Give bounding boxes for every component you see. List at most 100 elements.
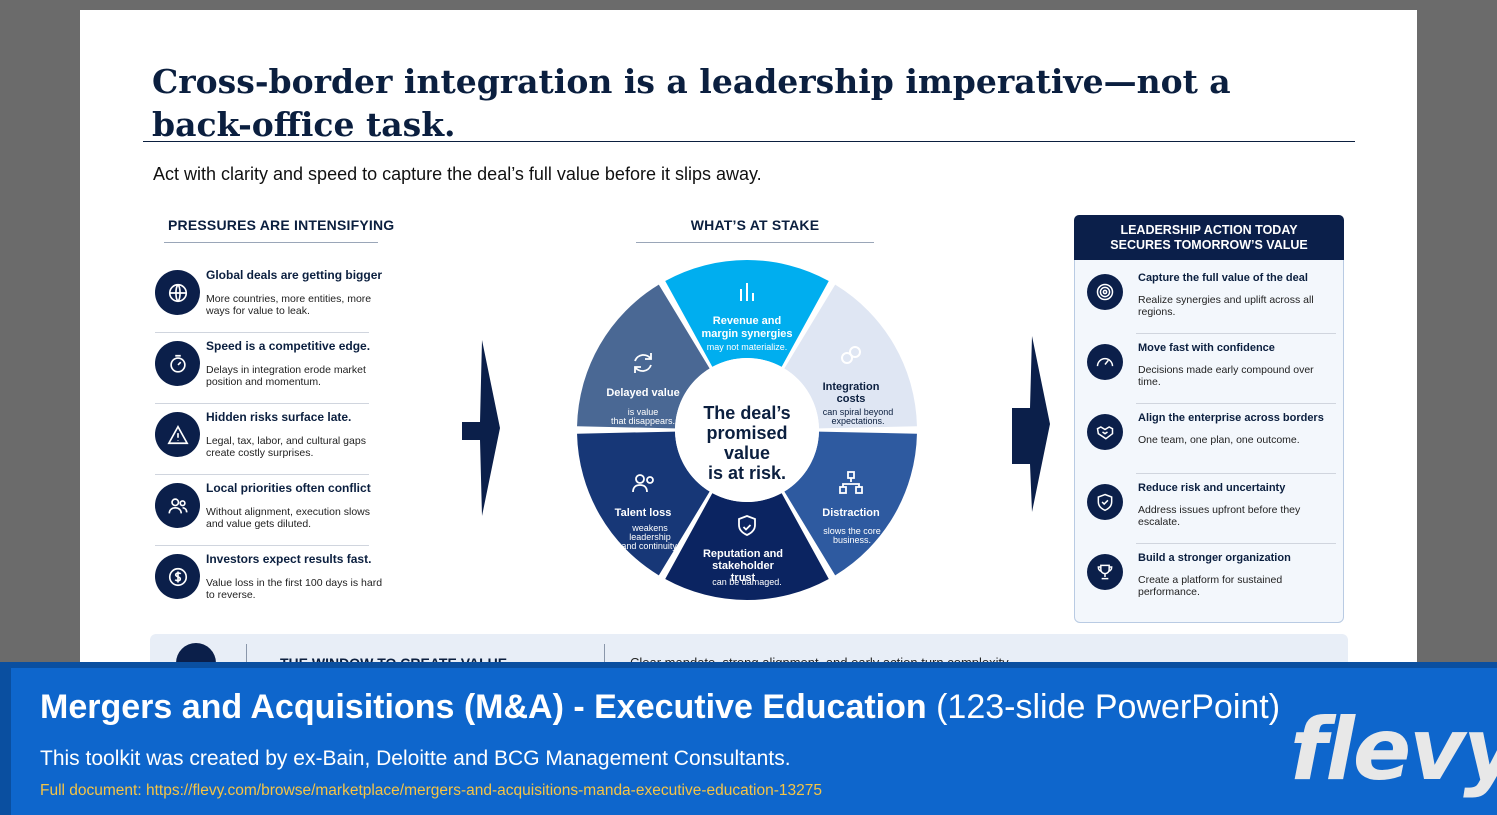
pressure-item: Hidden risks surface late. Legal, tax, l… [155, 410, 395, 476]
slide: Cross-border integration is a leadership… [80, 10, 1417, 670]
segment-title-reputation-line1: Reputation and [703, 548, 783, 560]
bar-chart-icon [740, 283, 754, 301]
segment-desc-integration-line2: expectations. [831, 416, 884, 426]
segment-title-revenue-line1: Revenue and [713, 315, 781, 327]
chevron-arrow-right [1012, 336, 1050, 512]
pressures-heading: PRESSURES ARE INTENSIFYING [168, 217, 395, 233]
warning-icon [155, 412, 200, 457]
divider [155, 474, 369, 475]
refresh-icon [634, 353, 652, 373]
people-icon [632, 474, 654, 493]
speedometer-icon [1087, 344, 1123, 380]
segment-title-revenue-line2: margin synergies [701, 328, 792, 340]
center-line: promised [706, 423, 787, 443]
leadership-heading-line1: LEADERSHIP ACTION TODAY [1120, 222, 1298, 237]
flevy-logo[interactable]: flevy [1290, 700, 1497, 800]
leadership-heading-line2: SECURES TOMORROW’S VALUE [1110, 237, 1308, 252]
target-icon [1087, 274, 1123, 310]
segment-desc-delayed-line2: that disappears. [611, 416, 675, 426]
globe-icon [155, 270, 200, 315]
leadership-desc: Decisions made early compound over time. [1138, 364, 1314, 388]
center-line: is at risk. [708, 463, 786, 483]
segment-desc-talent-line2: leadership [629, 532, 671, 542]
segment-title-integration-line2: costs [837, 393, 866, 405]
leadership-title: Move fast with confidence [1138, 342, 1275, 354]
banner-title: Mergers and Acquisitions (M&A) - Executi… [40, 688, 1280, 727]
leadership-desc: Create a platform for sustained performa… [1138, 574, 1283, 598]
pressure-item: Investors expect results fast. Value los… [155, 552, 395, 618]
banner-subtitle: This toolkit was created by ex-Bain, Del… [40, 747, 791, 770]
divider [155, 332, 369, 333]
pressure-item: Global deals are getting bigger More cou… [155, 268, 395, 334]
segment-title-reputation-line2: stakeholder [712, 560, 774, 572]
pressure-item: Local priorities often conflict Without … [155, 481, 395, 547]
pressure-desc: Delays in integration erode market posit… [206, 364, 366, 388]
leadership-desc: Realize synergies and uplift across all … [1138, 294, 1314, 318]
segment-desc: can be damaged. [712, 577, 782, 587]
leadership-title: Capture the full value of the deal [1138, 272, 1308, 284]
divider [604, 644, 605, 670]
shield-check-icon [738, 515, 756, 536]
pressure-title: Global deals are getting bigger [206, 268, 383, 282]
segment-title: Talent loss [615, 507, 672, 519]
banner-title-bold: Mergers and Acquisitions (M&A) - Executi… [40, 688, 927, 726]
divider [246, 644, 247, 670]
segment-desc-distraction-line2: business. [833, 535, 871, 545]
leadership-desc: Address issues upfront before they escal… [1138, 504, 1301, 528]
link-icon [841, 346, 861, 364]
slide-subtitle: Act with clarity and speed to capture th… [153, 164, 762, 184]
handshake-icon [1087, 414, 1123, 450]
pressure-item: Speed is a competitive edge. Delays in i… [155, 339, 395, 405]
segment-desc: may not materialize. [707, 342, 788, 352]
wheel-segment [784, 431, 917, 576]
segment-title-reputation-line3: trust [731, 572, 756, 584]
pressure-title: Investors expect results fast. [206, 552, 372, 566]
stopwatch-icon [155, 341, 200, 386]
pressure-title: Hidden risks surface late. [206, 410, 352, 424]
leadership-heading: LEADERSHIP ACTION TODAY SECURES TOMORROW… [1074, 215, 1344, 260]
segment-desc-delayed-line1: is value [628, 407, 659, 417]
segment-desc-integration-line1: can spiral beyond [823, 407, 894, 417]
leadership-title: Align the enterprise across borders [1138, 412, 1324, 424]
wheel-segment [784, 284, 917, 429]
trophy-icon [1087, 554, 1123, 590]
title-divider [143, 141, 1355, 142]
leadership-item: Move fast with confidence Decisions made… [1087, 342, 1342, 408]
slide-title: Cross-border integration is a leadership… [152, 62, 1231, 144]
segment-desc-talent-line3: and continuity. [621, 541, 678, 551]
dollar-icon [155, 554, 200, 599]
segment-desc-talent-line1: weakens [631, 523, 668, 533]
leadership-item: Reduce risk and uncertainty Address issu… [1087, 482, 1342, 548]
stake-heading-rule [636, 242, 874, 243]
people-icon [155, 483, 200, 528]
value-at-risk-wheel: The deal’s promised value is at risk. Re… [577, 260, 917, 600]
pressure-desc: Legal, tax, labor, and cultural gaps cre… [206, 435, 366, 459]
chevron-arrow-left [462, 340, 500, 516]
wheel-segment [577, 431, 710, 576]
wheel-segment [577, 284, 710, 429]
segment-desc-distraction-line1: slows the core [823, 526, 881, 536]
pressure-title: Speed is a competitive edge. [206, 339, 371, 353]
wheel-segment [665, 493, 829, 600]
wheel-segment [665, 260, 829, 367]
wheel-center [675, 358, 819, 502]
center-line: value [724, 443, 770, 463]
pressure-desc: Value loss in the first 100 days is hard… [206, 577, 383, 601]
divider [1136, 403, 1336, 404]
stake-heading: WHAT’S AT STAKE [690, 217, 820, 233]
document-link[interactable]: Full document: https://flevy.com/browse/… [40, 782, 822, 799]
segment-title: Delayed value [606, 387, 679, 399]
pressure-desc: More countries, more entities, more ways… [206, 293, 372, 317]
pressure-title: Local priorities often conflict [206, 481, 371, 495]
shield-check-icon [1087, 484, 1123, 520]
leadership-item: Capture the full value of the deal Reali… [1087, 272, 1342, 338]
promo-banner-inner [11, 668, 1497, 815]
leadership-title: Build a stronger organization [1138, 552, 1291, 564]
leadership-item: Align the enterprise across borders One … [1087, 412, 1342, 478]
divider [1136, 473, 1336, 474]
leadership-desc: One team, one plan, one outcome. [1138, 434, 1300, 446]
divider [155, 545, 369, 546]
segment-title: Distraction [822, 507, 880, 519]
banner-title-light: (123-slide PowerPoint) [936, 688, 1281, 726]
segment-title-integration-line1: Integration [823, 381, 880, 393]
